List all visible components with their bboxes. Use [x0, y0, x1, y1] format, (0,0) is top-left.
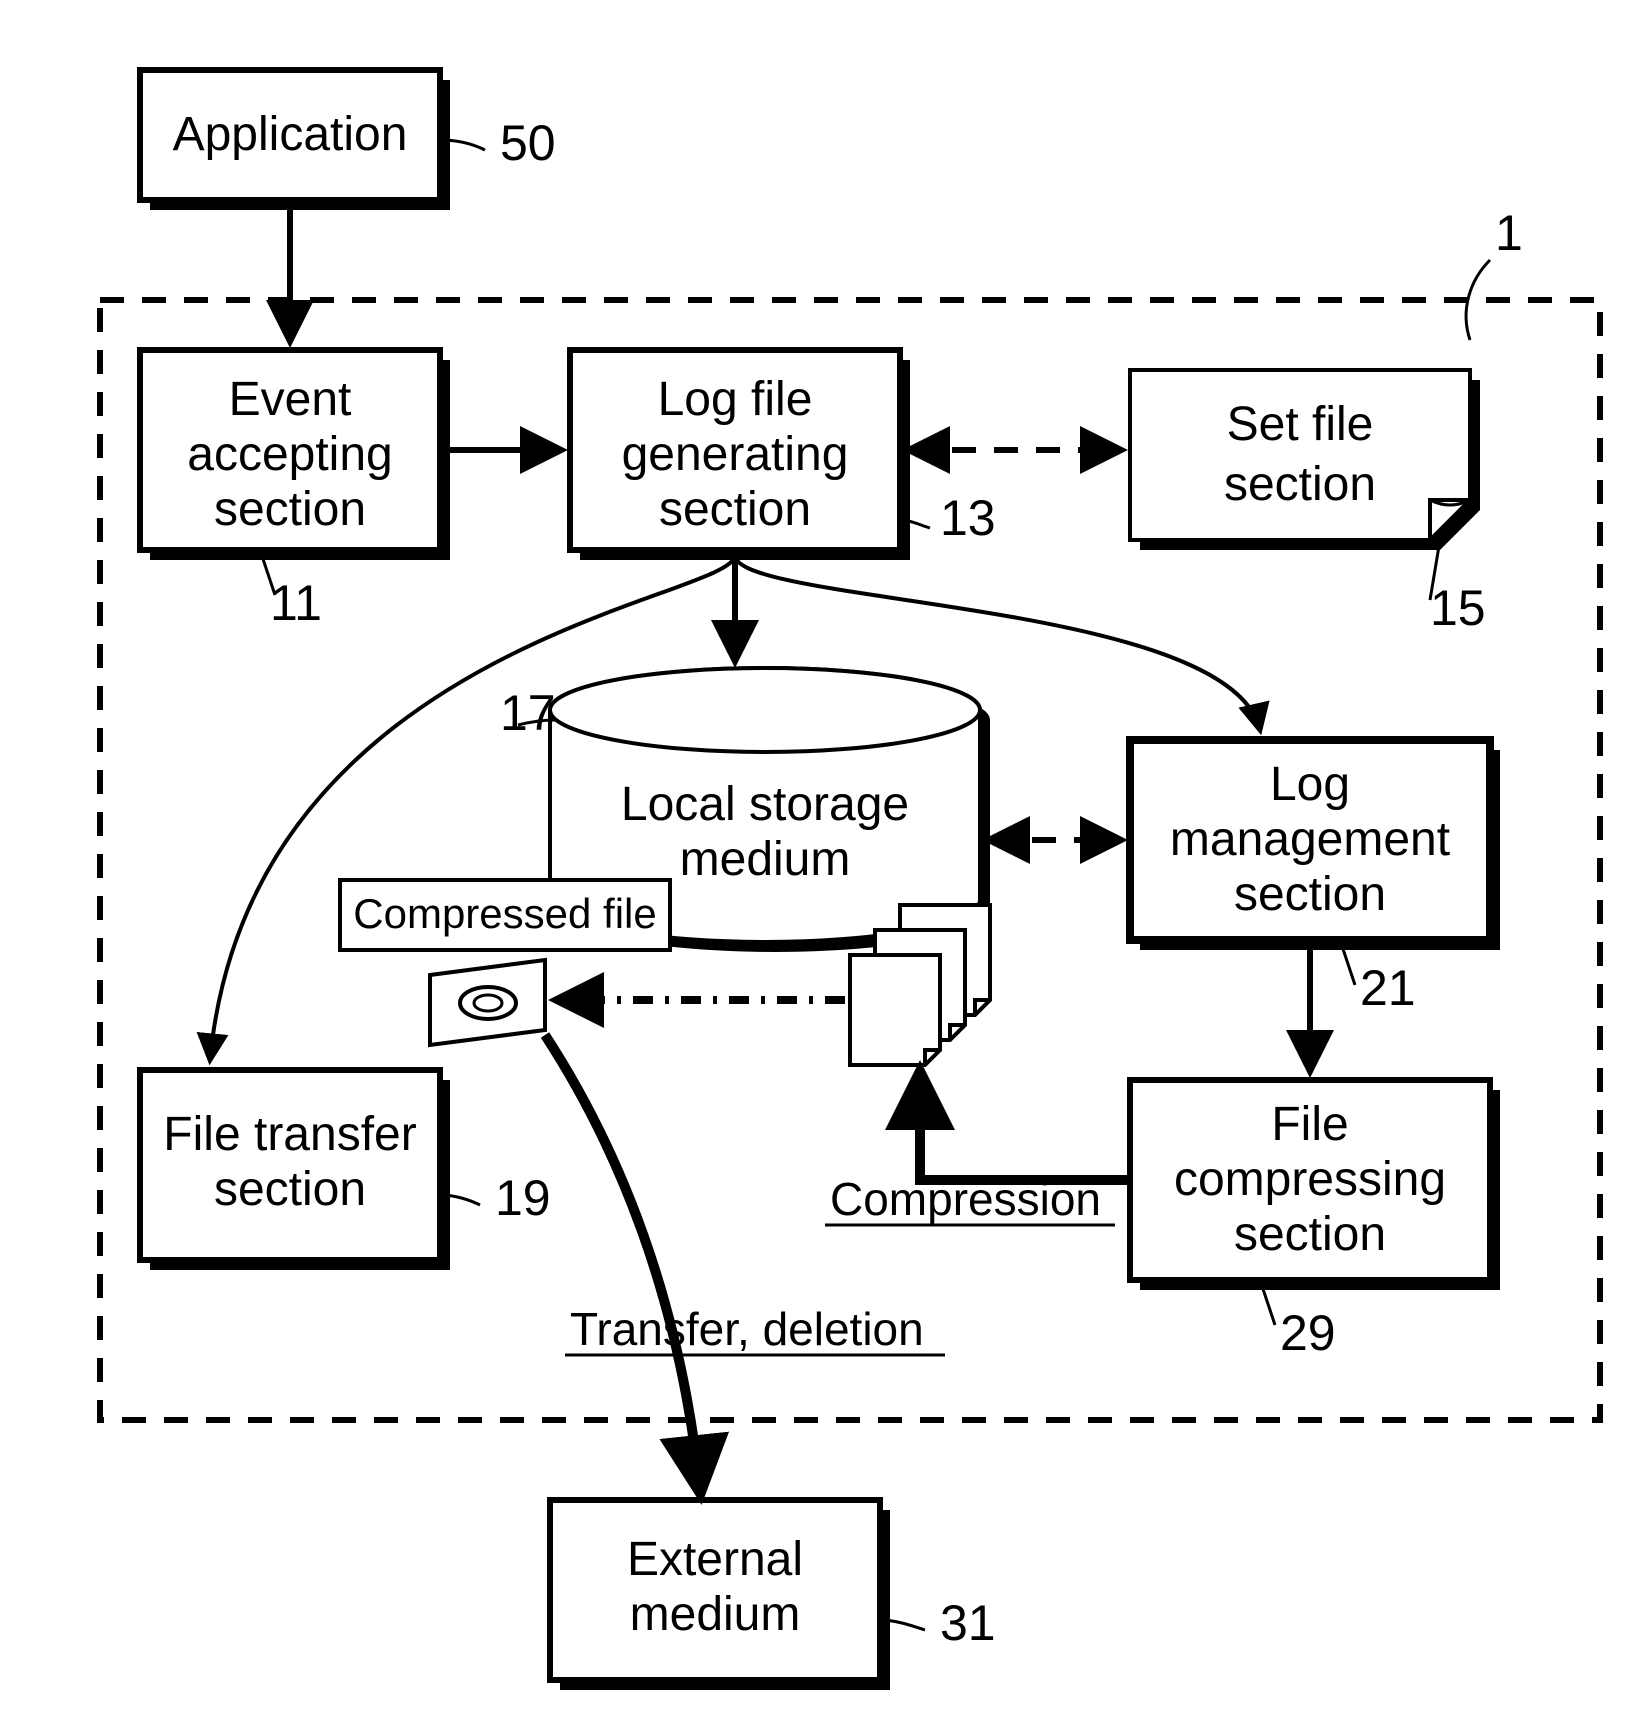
set-file-l1: Set file	[1227, 398, 1374, 451]
application-box: Application	[140, 70, 450, 210]
ref-21: 21	[1360, 960, 1416, 1016]
event-accepting-l3: section	[214, 483, 366, 536]
file-comp-l1: File	[1271, 1098, 1348, 1151]
ref-31: 31	[940, 1595, 996, 1651]
ref-13: 13	[940, 490, 996, 546]
compression-label: Compression	[825, 1173, 1115, 1225]
application-label: Application	[173, 108, 408, 161]
ref-50: 50	[500, 115, 556, 171]
compressed-file-label: Compressed file	[340, 880, 670, 950]
log-generating-box: Log file generating section	[570, 350, 910, 560]
file-transfer-box: File transfer section	[140, 1070, 450, 1270]
log-mgmt-l3: section	[1234, 868, 1386, 921]
external-medium-box: External medium	[550, 1500, 890, 1690]
log-mgmt-l2: management	[1170, 813, 1450, 866]
ext-med-l2: medium	[630, 1588, 801, 1641]
event-accepting-box: Event accepting section	[140, 350, 450, 560]
archive-icon	[430, 960, 545, 1045]
ref-1: 1	[1495, 205, 1523, 261]
local-storage-l1: Local storage	[621, 778, 909, 831]
file-comp-l2: compressing	[1174, 1153, 1446, 1206]
file-transfer-l2: section	[214, 1163, 366, 1216]
log-gen-l2: generating	[622, 428, 849, 481]
edge-filecomp-to-stack	[920, 1075, 1130, 1180]
log-gen-l3: section	[659, 483, 811, 536]
set-file-doc: Set file section	[1130, 370, 1480, 550]
transfer-deletion-text: Transfer, deletion	[570, 1303, 924, 1355]
file-comp-l3: section	[1234, 1208, 1386, 1261]
ref-29: 29	[1280, 1305, 1336, 1361]
ref-19: 19	[495, 1170, 551, 1226]
ref-15: 15	[1430, 580, 1486, 636]
log-management-box: Log management section	[1130, 740, 1500, 950]
log-mgmt-l1: Log	[1270, 758, 1350, 811]
ref-11: 11	[270, 575, 322, 631]
compression-text: Compression	[830, 1173, 1101, 1225]
local-storage-l2: medium	[680, 833, 851, 886]
set-file-l2: section	[1224, 458, 1376, 511]
compressed-file-text: Compressed file	[353, 890, 656, 937]
file-transfer-l1: File transfer	[163, 1108, 416, 1161]
file-compressing-box: File compressing section	[1130, 1080, 1500, 1290]
ref-17: 17	[500, 685, 556, 741]
ext-med-l1: External	[627, 1533, 803, 1586]
event-accepting-l2: accepting	[187, 428, 392, 481]
transfer-deletion-label: Transfer, deletion	[565, 1303, 945, 1355]
event-accepting-l1: Event	[229, 373, 352, 426]
log-gen-l1: Log file	[658, 373, 813, 426]
